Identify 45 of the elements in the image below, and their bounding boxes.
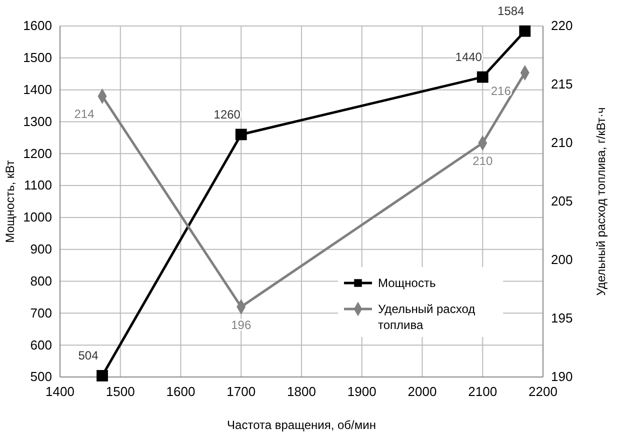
y-tick-label: 1100 (24, 178, 52, 193)
y2-tick-label: 215 (551, 76, 573, 92)
y-tick-label: 1400 (23, 82, 52, 97)
y-tick-label: 1500 (23, 50, 52, 66)
y-tick-label: 500 (30, 369, 52, 384)
point (519, 25, 531, 37)
data-label: 1584 (498, 4, 525, 18)
y-tick-label: 1600 (23, 18, 52, 34)
data-label: 504 (78, 348, 99, 363)
data-label: 210 (472, 154, 493, 168)
y-axis-title: Мощность, кВт (3, 160, 17, 243)
legend-label: Мощность (378, 276, 436, 290)
x-tick-label: 1700 (226, 384, 256, 400)
data-label: 1440 (455, 50, 482, 64)
y-tick-label: 1300 (23, 114, 52, 129)
x-tick-label: 2000 (408, 384, 437, 400)
point (96, 370, 108, 382)
x-tick-label: 2200 (528, 384, 558, 400)
y-tick-label: 900 (30, 242, 52, 257)
y-tick-label: 1200 (23, 146, 52, 161)
y2-tick-label: 220 (551, 18, 573, 34)
x-tick-label: 1600 (166, 384, 196, 400)
x-tick-label: 1900 (347, 384, 376, 400)
y2-tick-label: 195 (551, 310, 573, 326)
y2-axis-title: Удельный расход топлива, г/кВт·ч (594, 107, 608, 296)
y2-tick-label: 190 (551, 369, 573, 384)
y-tick-label: 800 (30, 273, 52, 288)
point (476, 71, 488, 83)
y2-tick-label: 200 (551, 252, 573, 268)
y2-tick-label: 205 (551, 194, 573, 209)
x-tick-label: 2100 (468, 384, 498, 400)
x-tick-label: 1400 (46, 384, 74, 400)
y2-tick-label: 210 (551, 135, 573, 150)
y-tick-label: 700 (30, 305, 52, 320)
data-label: 196 (231, 318, 252, 332)
point (235, 128, 247, 140)
legend-label: Удельный расход топлива (378, 302, 476, 332)
data-label: 214 (74, 107, 95, 122)
x-tick-label: 1500 (106, 384, 135, 400)
y-tick-label: 600 (30, 337, 52, 352)
x-tick-label: 1800 (287, 384, 316, 400)
data-label: 1260 (214, 107, 241, 122)
data-label: 216 (490, 84, 512, 98)
x-axis-title: Частота вращения, об/мин (227, 418, 376, 432)
y-tick-label: 1000 (23, 210, 52, 225)
